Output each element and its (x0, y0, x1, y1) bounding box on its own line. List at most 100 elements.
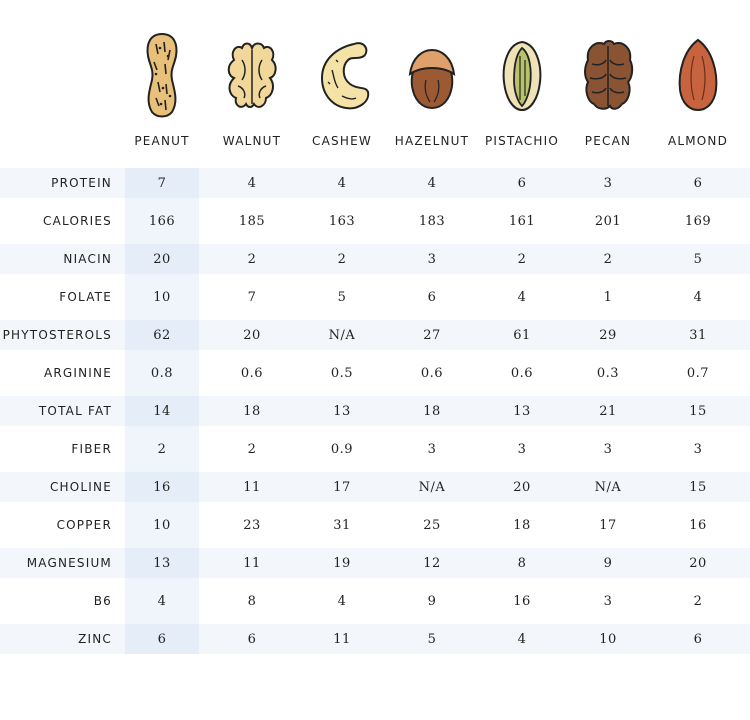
column-label: HAZELNUT (394, 134, 470, 148)
column-pistachio: PISTACHIO (477, 0, 567, 160)
pecan-icon (584, 40, 634, 110)
table-cell: 31 (333, 517, 351, 533)
table-cell: 62 (153, 327, 171, 343)
table-cell: 3 (427, 251, 437, 267)
table-cell: 11 (333, 631, 351, 647)
table-cell: 18 (243, 403, 261, 419)
table-cell: 5 (427, 631, 437, 647)
table-cell: 11 (243, 479, 261, 495)
table-cell: 4 (157, 593, 167, 609)
table-cell: 3 (693, 441, 703, 457)
table-row-niacin: NIACIN 20 2 2 3 2 2 5 (0, 244, 750, 274)
table-row-arginine: ARGININE 0.8 0.6 0.5 0.6 0.6 0.3 0.7 (0, 350, 750, 396)
table-cell: 5 (693, 251, 703, 267)
column-label: PECAN (584, 134, 632, 148)
table-cell: 6 (693, 175, 703, 191)
table-row-calories: CALORIES 166 185 163 183 161 201 169 (0, 198, 750, 244)
table-cell: 0.8 (150, 365, 174, 381)
table-cell: 2 (247, 441, 257, 457)
table-cell: 2 (603, 251, 613, 267)
table-cell: 0.6 (420, 365, 444, 381)
table-cell: 11 (243, 555, 261, 571)
row-label: MAGNESIUM (26, 556, 112, 570)
table-cell: 0.9 (330, 441, 354, 457)
table-cell: 2 (693, 593, 703, 609)
peanut-column-highlight (125, 426, 199, 472)
table-cell: 14 (153, 403, 171, 419)
table-cell: 27 (423, 327, 441, 343)
table-cell: 6 (517, 175, 527, 191)
row-label: CALORIES (43, 214, 112, 228)
table-cell: 13 (153, 555, 171, 571)
table-cell: 1 (603, 289, 613, 305)
table-cell: 10 (153, 517, 171, 533)
table-cell: 2 (157, 441, 167, 457)
table-cell: 9 (603, 555, 613, 571)
table-cell: N/A (328, 327, 356, 343)
table-cell: 15 (689, 479, 707, 495)
table-cell: 6 (427, 289, 437, 305)
peanut-column-highlight (125, 168, 199, 198)
table-cell: 16 (153, 479, 171, 495)
row-label: ZINC (78, 632, 112, 646)
table-cell: 0.6 (510, 365, 534, 381)
table-cell: 4 (337, 593, 347, 609)
table-cell: 5 (337, 289, 347, 305)
table-cell: 29 (599, 327, 617, 343)
table-cell: 20 (243, 327, 261, 343)
table-row-folate: FOLATE 10 7 5 6 4 1 4 (0, 274, 750, 320)
column-walnut: WALNUT (207, 0, 297, 160)
table-header: PEANUT WALNUT CASHEW HAZELNUT (0, 0, 750, 160)
peanut-column-highlight (125, 244, 199, 274)
table-cell: 2 (517, 251, 527, 267)
column-pecan: PECAN (563, 0, 653, 160)
table-cell: 23 (243, 517, 261, 533)
table-cell: 15 (689, 403, 707, 419)
table-row-fiber: FIBER 2 2 0.9 3 3 3 3 (0, 426, 750, 472)
table-cell: 4 (427, 175, 437, 191)
column-cashew: CASHEW (297, 0, 387, 160)
cashew-icon (320, 42, 370, 110)
table-cell: 4 (517, 289, 527, 305)
table-cell: 6 (157, 631, 167, 647)
table-cell: 17 (333, 479, 351, 495)
row-label: PHYTOSTEROLS (2, 328, 112, 342)
table-cell: 183 (418, 213, 446, 229)
table-cell: 12 (423, 555, 441, 571)
table-cell: 161 (508, 213, 536, 229)
table-row-choline: CHOLINE 16 11 17 N/A 20 N/A 15 (0, 472, 750, 502)
walnut-icon (227, 42, 277, 108)
table-row-magnesium: MAGNESIUM 13 11 19 12 8 9 20 (0, 548, 750, 578)
column-label: ALMOND (667, 134, 729, 148)
table-cell: 8 (247, 593, 257, 609)
table-row-zinc: ZINC 6 6 11 5 4 10 6 (0, 624, 750, 654)
table-cell: 17 (599, 517, 617, 533)
column-label: PISTACHIO (485, 134, 559, 148)
table-cell: 4 (247, 175, 257, 191)
table-cell: 4 (517, 631, 527, 647)
table-cell: 6 (247, 631, 257, 647)
table-cell: 18 (423, 403, 441, 419)
column-label: PEANUT (134, 134, 190, 148)
table-cell: 8 (517, 555, 527, 571)
table-cell: 185 (238, 213, 266, 229)
row-label: NIACIN (63, 252, 112, 266)
table-cell: 7 (157, 175, 167, 191)
peanut-column-highlight (125, 396, 199, 426)
peanut-column-highlight (125, 472, 199, 502)
almond-icon (678, 38, 718, 112)
peanut-column-highlight (125, 502, 199, 548)
table-cell: 31 (689, 327, 707, 343)
row-label: CHOLINE (49, 480, 112, 494)
table-cell: 13 (513, 403, 531, 419)
table-cell: N/A (418, 479, 446, 495)
peanut-column-highlight (125, 320, 199, 350)
table-cell: 0.5 (330, 365, 354, 381)
row-label: B6 (93, 594, 112, 608)
table-row-total-fat: TOTAL FAT 14 18 13 18 13 21 15 (0, 396, 750, 426)
table-cell: 10 (153, 289, 171, 305)
table-cell: 19 (333, 555, 351, 571)
peanut-column-highlight (125, 578, 199, 624)
table-row-protein: PROTEIN 7 4 4 4 6 3 6 (0, 168, 750, 198)
